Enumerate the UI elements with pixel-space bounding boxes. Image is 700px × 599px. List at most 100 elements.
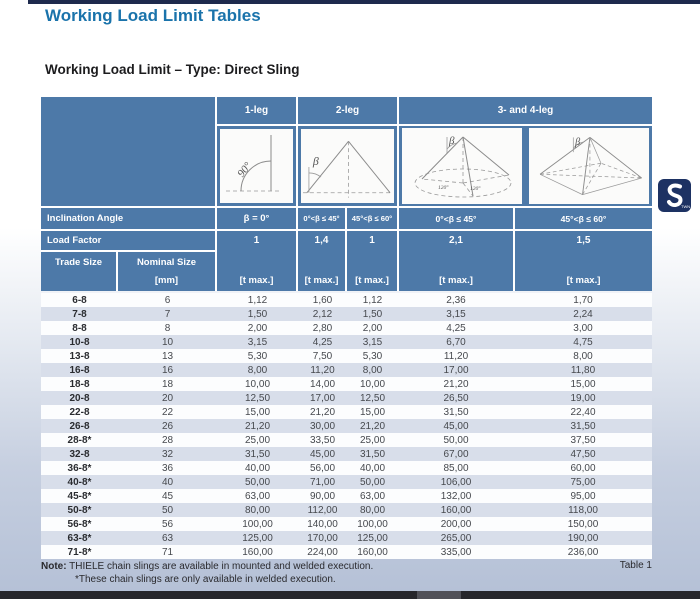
inclination-value: 45°<β ≤ 60°	[515, 208, 652, 229]
load-factor-unit-cell: 1 [t max.]	[347, 231, 397, 291]
wll-2-leg-45-cell: 11,20	[310, 364, 335, 376]
one-leg-diagram: 90°	[220, 129, 293, 203]
beta-label: β	[574, 137, 581, 148]
wll-2-leg-60-cell: 10,00	[359, 378, 386, 390]
wll-2-leg-45-cell: 17,00	[309, 392, 336, 404]
wll-1-leg-cell: 125,00	[242, 532, 273, 544]
table-caption: Table 1	[619, 560, 652, 571]
wll-3-4-leg-60-cell: 3,00	[573, 322, 593, 334]
col-header-2-leg: 2-leg	[298, 97, 397, 124]
table-row: 7-8 7 1,50 2,12 1,50 3,15 2,24	[41, 307, 652, 321]
wll-2-leg-45-cell: 33,50	[309, 434, 336, 446]
inclination-angle-label: Inclination Angle	[41, 208, 215, 229]
wll-2-leg-45-cell: 56,00	[309, 462, 336, 474]
wll-2-leg-45-cell: 2,80	[312, 322, 333, 334]
load-factor-unit-cell: 1,5 [t max.]	[515, 231, 652, 291]
wll-3-4-leg-60-cell: 22,40	[570, 406, 596, 418]
col-header-3-4-leg: 3- and 4-leg	[399, 97, 652, 124]
wll-2-leg-60-cell: 50,00	[359, 476, 386, 488]
nominal-size-cell: 7	[164, 308, 171, 320]
trade-size-cell: 20-8	[69, 392, 90, 404]
wll-2-leg-45-cell: 112,00	[307, 504, 338, 516]
trade-size-cell: 50-8*	[67, 504, 92, 516]
wll-2-leg-45-cell: 7,50	[312, 350, 333, 362]
horizontal-scrollbar-thumb[interactable]	[417, 591, 461, 599]
wll-2-leg-45-cell: 4,25	[312, 336, 333, 348]
nominal-size-cell: 63	[161, 532, 174, 544]
wll-3-4-leg-60-cell: 190,00	[567, 532, 599, 544]
wll-3-4-leg-60-cell: 150,00	[567, 518, 599, 530]
wll-2-leg-45-cell: 21,20	[309, 406, 336, 418]
wll-1-leg-cell: 12,50	[244, 392, 271, 404]
nominal-size-cell: 6	[164, 294, 171, 306]
wll-3-4-leg-60-cell: 2,24	[573, 308, 593, 320]
wll-3-4-leg-60-cell: 4,75	[573, 336, 593, 348]
diagram-cell-2-leg: β	[298, 126, 397, 206]
trade-size-cell: 71-8*	[67, 546, 92, 558]
trade-size-cell: 13-8	[69, 350, 90, 362]
nominal-size-cell: 32	[161, 448, 174, 460]
angle-90-label: 90°	[235, 160, 254, 180]
wll-3-4-leg-60-cell: 60,00	[570, 462, 596, 474]
wll-1-leg-cell: 5,30	[247, 350, 268, 362]
table-row: 6-8 6 1,12 1,60 1,12 2,36 1,70	[41, 293, 652, 307]
unit-label: [t max.]	[439, 275, 473, 286]
load-factor-unit-cell: 1,4 [t max.]	[298, 231, 345, 291]
trade-size-cell: 56-8*	[67, 518, 92, 530]
wll-2-leg-60-cell: 80,00	[359, 504, 386, 516]
wll-2-leg-60-cell: 3,15	[362, 336, 383, 348]
wll-3-4-leg-60-cell: 1,70	[573, 294, 593, 306]
wll-3-4-leg-45-cell: 2,36	[446, 294, 466, 306]
wll-3-4-leg-45-cell: 265,00	[440, 532, 472, 544]
nominal-size-cell: 71	[161, 546, 174, 558]
wll-1-leg-cell: 2,00	[247, 322, 268, 334]
nominal-size-cell: 16	[161, 364, 174, 376]
table-row: 22-8 22 15,00 21,20 15,00 31,50 22,40	[41, 405, 652, 419]
wll-3-4-leg-60-cell: 75,00	[570, 476, 596, 488]
wll-1-leg-cell: 50,00	[244, 476, 271, 488]
wll-2-leg-60-cell: 63,00	[359, 490, 386, 502]
wll-3-4-leg-45-cell: 4,25	[446, 322, 466, 334]
section-subtitle: Working Load Limit – Type: Direct Sling	[45, 62, 300, 77]
wll-3-4-leg-60-cell: 118,00	[568, 504, 598, 516]
logo-text: TWN	[681, 204, 690, 209]
nominal-size-cell: 26	[161, 420, 174, 432]
nominal-size-cell: 56	[161, 518, 174, 530]
table-row: 16-8 16 8,00 11,20 8,00 17,00 11,80	[41, 363, 652, 377]
trade-size-cell: 45-8*	[67, 490, 92, 502]
trade-size-cell: 7-8	[72, 308, 87, 320]
load-factor-value: 1,5	[576, 235, 591, 246]
wll-2-leg-60-cell: 15,00	[359, 406, 386, 418]
wll-1-leg-cell: 25,00	[244, 434, 271, 446]
footnote-line-2: *These chain slings are only available i…	[75, 574, 336, 585]
three-leg-diagram: β 120° 120°	[402, 128, 522, 204]
load-factor-unit-cell: 1 [t max.]	[217, 231, 296, 291]
trade-size-cell: 26-8	[69, 420, 90, 432]
four-leg-diagram: β	[529, 128, 649, 204]
wll-3-4-leg-45-cell: 3,15	[446, 308, 466, 320]
col-header-1-leg: 1-leg	[217, 97, 296, 124]
table-row: 8-8 8 2,00 2,80 2,00 4,25 3,00	[41, 321, 652, 335]
wll-2-leg-45-cell: 45,00	[309, 448, 336, 460]
wll-2-leg-60-cell: 40,00	[359, 462, 386, 474]
note-text: THIELE chain slings are available in mou…	[69, 561, 374, 572]
wll-1-leg-cell: 15,00	[244, 406, 271, 418]
table-row: 32-8 32 31,50 45,00 31,50 67,00 47,50	[41, 447, 652, 461]
wll-2-leg-45-cell: 2,12	[312, 308, 333, 320]
wll-1-leg-cell: 80,00	[244, 504, 271, 516]
table-row: 63-8* 63 125,00 170,00 125,00 265,00 190,00	[41, 531, 652, 545]
wll-3-4-leg-45-cell: 132,00	[440, 490, 472, 502]
trade-size-cell: 28-8*	[67, 434, 92, 446]
wll-3-4-leg-45-cell: 45,00	[443, 420, 469, 432]
table-row: 13-8 13 5,30 7,50 5,30 11,20 8,00	[41, 349, 652, 363]
wll-2-leg-60-cell: 100,00	[357, 518, 388, 530]
beta-label: β	[448, 135, 455, 147]
nominal-size-cell: 45	[161, 490, 174, 502]
wll-1-leg-cell: 21,20	[244, 420, 271, 432]
wll-2-leg-45-cell: 1,60	[312, 294, 333, 306]
table-row: 36-8* 36 40,00 56,00 40,00 85,00 60,00	[41, 461, 652, 475]
unit-label: [t max.]	[355, 275, 389, 286]
wll-2-leg-60-cell: 31,50	[359, 448, 386, 460]
table-row: 26-8 26 21,20 30,00 21,20 45,00 31,50	[41, 419, 652, 433]
table-row: 56-8* 56 100,00 140,00 100,00 200,00 150,00	[41, 517, 652, 531]
